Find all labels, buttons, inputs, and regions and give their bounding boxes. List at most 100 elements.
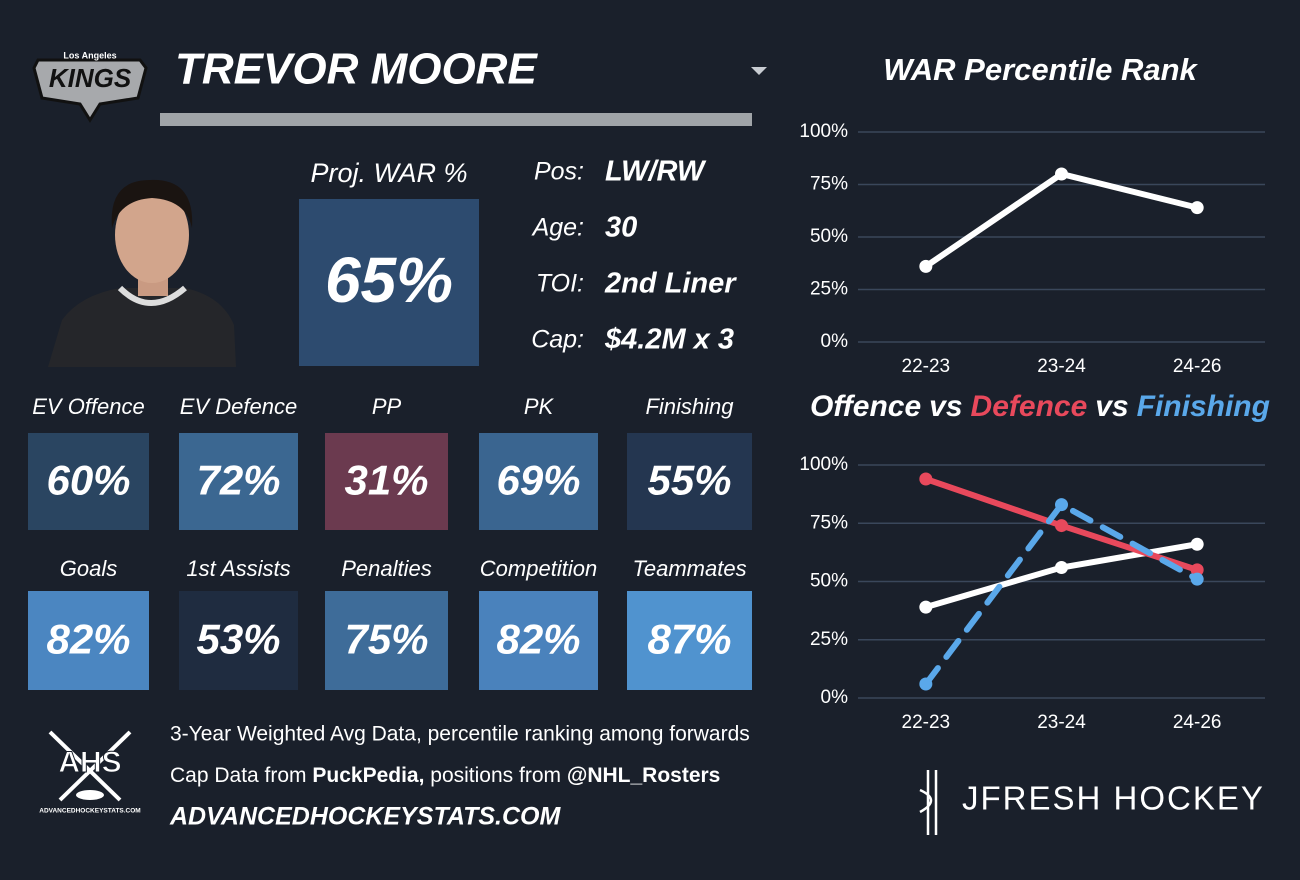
y-tick-label: 100% xyxy=(799,454,848,475)
y-tick-label: 75% xyxy=(810,512,848,533)
photo-hair xyxy=(111,179,193,228)
tile-label: Teammates xyxy=(632,556,746,581)
tile-box xyxy=(28,433,149,530)
logo-shield xyxy=(32,58,148,123)
x-tick-label: 24-26 xyxy=(1173,356,1222,377)
footer-note: 3-Year Weighted Avg Data, percentile ran… xyxy=(170,723,750,746)
chart-title: WAR Percentile Rank xyxy=(883,52,1198,87)
logo-stick xyxy=(58,730,132,802)
x-tick-label: 23-24 xyxy=(1037,356,1086,377)
bio-value: 30 xyxy=(605,212,637,244)
tile-box xyxy=(325,591,448,690)
name-underline xyxy=(160,113,752,126)
series-point xyxy=(1055,561,1068,575)
y-tick-label: 50% xyxy=(810,571,848,592)
legend-entry: Offence xyxy=(810,390,921,423)
tile-label: Finishing xyxy=(645,394,734,419)
proj-war-value: 65% xyxy=(325,244,453,316)
brand-name: JFRESH HOCKEY xyxy=(962,780,1265,817)
tile-box xyxy=(28,591,149,690)
player-name: TREVOR MOORE xyxy=(175,45,538,94)
y-tick-label: 0% xyxy=(821,687,849,708)
logo-stick xyxy=(48,730,122,802)
proj-war-box xyxy=(299,199,479,366)
source-link[interactable]: @NHL_Rosters xyxy=(567,764,721,787)
tile-box xyxy=(179,433,298,530)
y-tick-label: 0% xyxy=(821,331,849,352)
tile-label: EV Offence xyxy=(32,394,145,419)
title-joiner: vs xyxy=(929,390,962,423)
bio-value: 2nd Liner xyxy=(604,268,737,300)
series-point xyxy=(1190,537,1204,551)
tile-box xyxy=(479,591,598,690)
footer-sources: Cap Data from PuckPedia, positions from … xyxy=(170,764,720,787)
tile-value: 87% xyxy=(647,616,731,663)
series-point xyxy=(1190,201,1204,215)
series-point xyxy=(919,472,933,486)
tile-label: Goals xyxy=(60,556,117,581)
x-tick-label: 24-26 xyxy=(1173,712,1222,733)
tile-value: 82% xyxy=(46,616,130,663)
tile-value: 72% xyxy=(196,457,280,504)
ahs-text: AHS xyxy=(58,746,121,779)
bio-value: LW/RW xyxy=(605,156,707,188)
player-photo xyxy=(48,179,236,367)
y-tick-label: 25% xyxy=(810,629,848,650)
title-joiner: vs xyxy=(1095,390,1128,423)
tile-label: 1st Assists xyxy=(186,556,290,581)
tile-value: 31% xyxy=(344,457,428,504)
ahs-site: ADVANCEDHOCKEYSTATS.COM xyxy=(39,808,140,815)
photo-jersey xyxy=(48,288,236,367)
chart-title: Offence vs Defence vs Finishing xyxy=(810,390,1270,423)
bio-value: $4.2M x 3 xyxy=(604,324,734,356)
footer-website[interactable]: ADVANCEDHOCKEYSTATS.COM xyxy=(169,803,561,831)
tile-label: PK xyxy=(524,394,555,419)
team-city: Los Angeles xyxy=(63,50,116,60)
y-tick-label: 50% xyxy=(810,226,848,247)
team-logo: Los Angeles KINGS xyxy=(32,50,148,123)
tile-label: Penalties xyxy=(341,556,432,581)
proj-war-label: Proj. WAR % xyxy=(310,158,467,188)
source-link[interactable]: PuckPedia, xyxy=(312,764,424,787)
x-tick-label: 22-23 xyxy=(902,356,951,377)
series-point xyxy=(1055,498,1068,512)
x-tick-label: 23-24 xyxy=(1037,712,1086,733)
tile-value: 82% xyxy=(496,616,580,663)
bio-label: Cap: xyxy=(531,326,584,354)
tile-box xyxy=(479,433,598,530)
series-point xyxy=(919,677,933,691)
tile-value: 69% xyxy=(496,457,580,504)
photo-collar xyxy=(117,285,187,306)
dropdown-arrow[interactable] xyxy=(751,67,767,75)
ahs-logo: AHS ADVANCEDHOCKEYSTATS.COM xyxy=(39,730,141,815)
tile-label: PP xyxy=(372,394,402,419)
series-point xyxy=(1055,519,1068,533)
bio-label: TOI: xyxy=(536,270,584,298)
tile-value: 53% xyxy=(196,616,280,663)
series-point xyxy=(919,600,933,614)
tile-value: 55% xyxy=(647,457,731,504)
series-point xyxy=(919,259,933,273)
tile-box xyxy=(627,433,752,530)
tile-box xyxy=(325,433,448,530)
tile-label: EV Defence xyxy=(180,394,297,419)
tile-value: 75% xyxy=(344,616,428,663)
tile-value: 60% xyxy=(46,457,130,504)
y-tick-label: 25% xyxy=(810,279,848,300)
series-point xyxy=(1055,167,1068,181)
series-point xyxy=(1190,563,1204,577)
team-name: KINGS xyxy=(49,63,132,93)
brand-mark xyxy=(919,770,938,835)
legend-entry: Defence xyxy=(971,390,1088,423)
photo-face xyxy=(115,187,189,283)
x-tick-label: 22-23 xyxy=(902,712,951,733)
brand-icon xyxy=(919,770,938,835)
bio-label: Pos: xyxy=(534,158,584,186)
y-tick-label: 100% xyxy=(799,121,848,142)
y-tick-label: 75% xyxy=(810,174,848,195)
series-point xyxy=(1190,572,1204,586)
source-text: Cap Data from xyxy=(170,764,312,787)
tile-box xyxy=(627,591,752,690)
